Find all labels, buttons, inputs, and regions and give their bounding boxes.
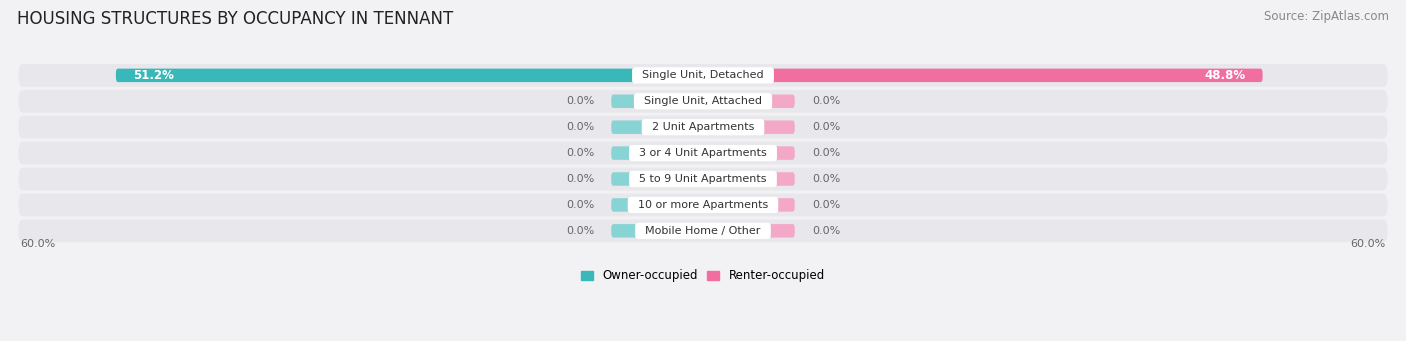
FancyBboxPatch shape <box>18 142 1388 164</box>
FancyBboxPatch shape <box>18 90 1388 113</box>
Text: Source: ZipAtlas.com: Source: ZipAtlas.com <box>1264 10 1389 23</box>
FancyBboxPatch shape <box>703 94 794 108</box>
FancyBboxPatch shape <box>703 146 794 160</box>
Text: 0.0%: 0.0% <box>811 148 841 158</box>
Text: Single Unit, Attached: Single Unit, Attached <box>637 96 769 106</box>
Text: 0.0%: 0.0% <box>811 96 841 106</box>
Text: 10 or more Apartments: 10 or more Apartments <box>631 200 775 210</box>
Text: 48.8%: 48.8% <box>1205 69 1246 82</box>
Text: 0.0%: 0.0% <box>565 226 595 236</box>
Text: 2 Unit Apartments: 2 Unit Apartments <box>645 122 761 132</box>
Text: 51.2%: 51.2% <box>134 69 174 82</box>
Text: 0.0%: 0.0% <box>565 200 595 210</box>
Text: 0.0%: 0.0% <box>565 148 595 158</box>
FancyBboxPatch shape <box>612 120 703 134</box>
Text: 3 or 4 Unit Apartments: 3 or 4 Unit Apartments <box>633 148 773 158</box>
FancyBboxPatch shape <box>115 69 703 82</box>
FancyBboxPatch shape <box>18 168 1388 190</box>
Text: 5 to 9 Unit Apartments: 5 to 9 Unit Apartments <box>633 174 773 184</box>
FancyBboxPatch shape <box>703 69 1263 82</box>
Text: Mobile Home / Other: Mobile Home / Other <box>638 226 768 236</box>
Text: 60.0%: 60.0% <box>21 239 56 250</box>
FancyBboxPatch shape <box>612 224 703 238</box>
FancyBboxPatch shape <box>612 94 703 108</box>
FancyBboxPatch shape <box>612 146 703 160</box>
Legend: Owner-occupied, Renter-occupied: Owner-occupied, Renter-occupied <box>576 265 830 287</box>
Text: 0.0%: 0.0% <box>811 174 841 184</box>
FancyBboxPatch shape <box>18 116 1388 138</box>
Text: Single Unit, Detached: Single Unit, Detached <box>636 70 770 80</box>
FancyBboxPatch shape <box>18 194 1388 216</box>
Text: 60.0%: 60.0% <box>1350 239 1385 250</box>
Text: 0.0%: 0.0% <box>565 96 595 106</box>
Text: 0.0%: 0.0% <box>565 122 595 132</box>
Text: 0.0%: 0.0% <box>565 174 595 184</box>
FancyBboxPatch shape <box>18 64 1388 87</box>
FancyBboxPatch shape <box>18 219 1388 242</box>
Text: 0.0%: 0.0% <box>811 226 841 236</box>
Text: 0.0%: 0.0% <box>811 200 841 210</box>
Text: HOUSING STRUCTURES BY OCCUPANCY IN TENNANT: HOUSING STRUCTURES BY OCCUPANCY IN TENNA… <box>17 10 453 28</box>
FancyBboxPatch shape <box>612 198 703 212</box>
FancyBboxPatch shape <box>703 120 794 134</box>
FancyBboxPatch shape <box>703 224 794 238</box>
FancyBboxPatch shape <box>612 172 703 186</box>
FancyBboxPatch shape <box>703 172 794 186</box>
FancyBboxPatch shape <box>703 198 794 212</box>
Text: 0.0%: 0.0% <box>811 122 841 132</box>
